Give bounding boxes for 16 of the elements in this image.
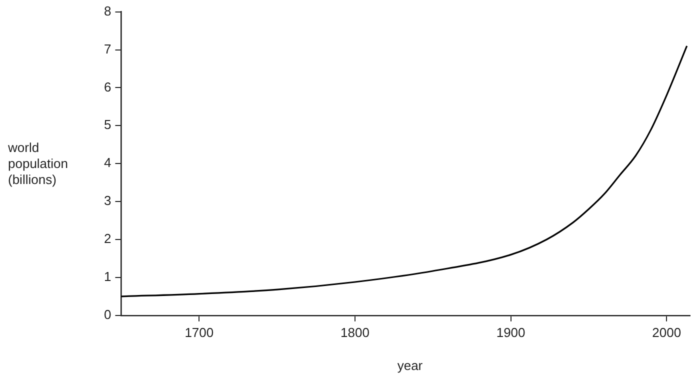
line-series	[121, 45, 688, 298]
y-tick-label: 1	[104, 269, 112, 284]
y-tick-label: 8	[104, 3, 112, 18]
y-tick-label: 6	[104, 79, 112, 94]
x-tick-label: 1900	[496, 324, 526, 340]
y-tick-label: 3	[104, 193, 112, 208]
x-tick-label: 2000	[652, 324, 682, 340]
y-tick-label: 4	[104, 155, 112, 170]
y-axis-title: world population (billions)	[8, 140, 69, 188]
y-tick-label: 2	[104, 231, 112, 246]
y-tick-label: 7	[104, 41, 112, 56]
y-tick-label: 0	[104, 306, 112, 322]
y-tick-label: 5	[104, 117, 112, 132]
x-tick-label: 1800	[340, 324, 370, 340]
x-tick-label: 1700	[184, 324, 214, 340]
x-axis-title: year	[396, 358, 424, 373]
